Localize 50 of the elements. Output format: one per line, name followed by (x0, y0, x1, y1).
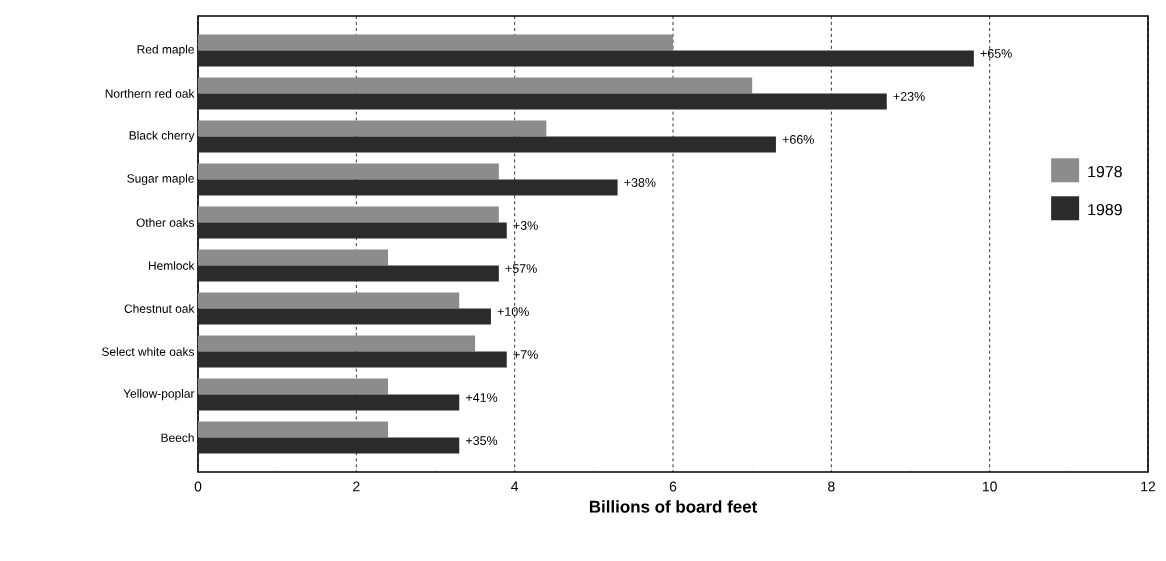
x-tick-label: 8 (828, 481, 835, 492)
annotation: +65% (980, 49, 1012, 58)
y-tick-label: Red maple (137, 44, 194, 56)
bar (198, 77, 753, 94)
y-tick-label: Hemlock (148, 261, 195, 270)
x-tick-label: 4 (511, 481, 519, 492)
bar (198, 163, 499, 180)
x-tick-label: 0 (194, 481, 202, 492)
annotation: +66% (782, 135, 814, 144)
y-tick-label: Select white oaks (101, 347, 195, 356)
x-tick-label: 2 (353, 481, 360, 492)
bar (198, 249, 388, 266)
x-tick-label: 6 (669, 481, 677, 492)
x-tick-label: 12 (1141, 481, 1156, 492)
bar (198, 421, 388, 438)
y-tick-label: Sugar maple (127, 173, 194, 186)
y-tick-label: Chestnut oak (124, 304, 195, 313)
bar (198, 222, 507, 239)
bar (198, 179, 618, 196)
annotation: +3% (513, 221, 538, 230)
annotation: +57% (505, 264, 537, 273)
bar (198, 351, 507, 368)
y-tick-label: Yellow-poplar (123, 389, 195, 401)
legend-label: 1978 (1088, 165, 1122, 178)
y-tick-label: Beech (161, 433, 194, 442)
y-tick-label: Black cherry (129, 130, 195, 143)
annotation: +38% (624, 178, 656, 187)
annotation: +35% (466, 436, 498, 445)
x-axis-title: Billions of board feet (589, 500, 758, 513)
y-tick-label: Other oaks (136, 218, 195, 227)
bar (198, 308, 491, 325)
bar (198, 335, 476, 352)
bar (198, 50, 974, 67)
annotation: +7% (513, 350, 538, 359)
bar (198, 206, 499, 223)
annotation: +23% (893, 92, 925, 101)
bar (198, 136, 776, 153)
bar (198, 93, 887, 110)
bar (198, 265, 499, 282)
annotation: +41% (466, 393, 498, 402)
y-tick-label: Northern red oak (105, 89, 195, 98)
bar (198, 120, 547, 137)
legend-label: 1989 (1088, 203, 1122, 216)
bar (198, 437, 460, 454)
bar (198, 34, 674, 51)
annotation: +10% (497, 307, 529, 316)
bar (198, 292, 460, 309)
bar (198, 378, 388, 395)
x-tick-label: 10 (982, 481, 997, 492)
bar (198, 394, 460, 411)
